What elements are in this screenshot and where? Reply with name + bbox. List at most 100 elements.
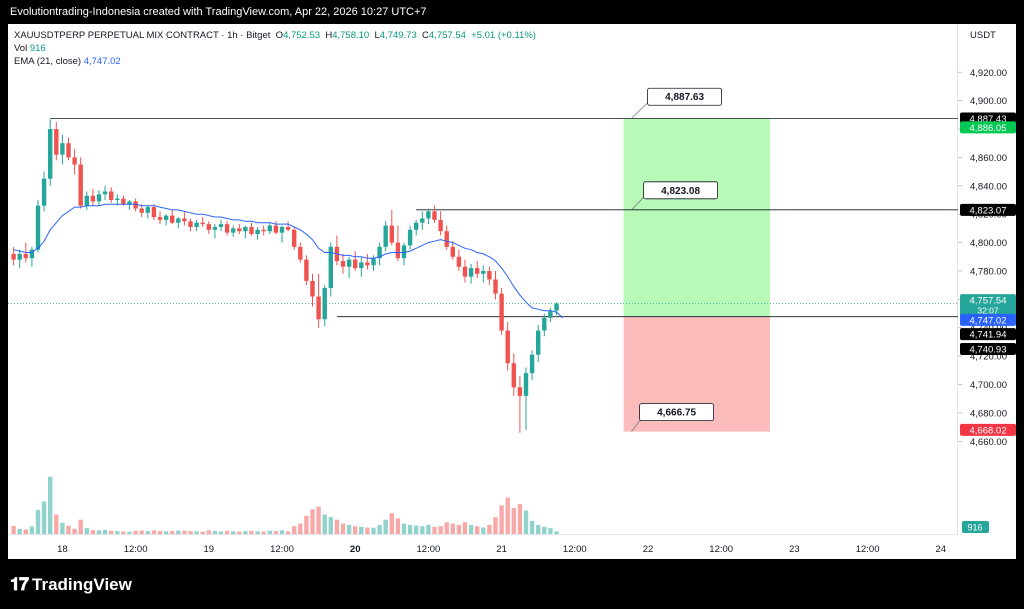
target-price-label-box[interactable] [647, 87, 722, 106]
candle[interactable] [90, 195, 96, 202]
candle[interactable] [285, 226, 291, 230]
candle[interactable] [359, 262, 364, 269]
candle[interactable] [487, 270, 492, 280]
ema-label[interactable]: EMA (21, close) [14, 56, 82, 67]
candle[interactable] [237, 228, 242, 232]
candle[interactable] [41, 178, 47, 206]
volume-tag[interactable] [962, 521, 989, 533]
candle[interactable] [353, 259, 358, 269]
candle[interactable] [66, 143, 71, 158]
candle[interactable] [224, 224, 230, 233]
candle[interactable] [371, 258, 376, 266]
candle[interactable] [517, 387, 523, 396]
candle[interactable] [54, 129, 59, 155]
axis-price-tag[interactable] [960, 294, 1016, 317]
candle[interactable] [17, 253, 22, 260]
candle[interactable] [115, 198, 120, 200]
candle[interactable] [96, 194, 102, 202]
candle[interactable] [151, 207, 157, 218]
axis-price-tag[interactable] [960, 203, 1016, 216]
candle[interactable] [145, 207, 150, 213]
candle[interactable] [407, 229, 413, 246]
candle[interactable] [420, 218, 425, 223]
candle[interactable] [450, 246, 455, 257]
candle[interactable] [249, 226, 254, 235]
candle[interactable] [243, 226, 248, 232]
candle[interactable] [267, 225, 272, 232]
candle[interactable] [395, 242, 401, 259]
candle[interactable] [456, 256, 462, 267]
candle[interactable] [468, 268, 474, 277]
candle[interactable] [328, 246, 333, 288]
candle[interactable] [292, 229, 297, 247]
candle[interactable] [84, 195, 89, 206]
candle[interactable] [176, 218, 181, 223]
axis-price-tag[interactable] [960, 423, 1016, 436]
candle[interactable] [127, 201, 132, 205]
candle[interactable] [273, 225, 279, 233]
candle[interactable] [542, 317, 547, 331]
candle[interactable] [432, 211, 437, 220]
candle[interactable] [194, 222, 199, 227]
candle[interactable] [316, 296, 321, 320]
candle[interactable] [109, 191, 114, 200]
candle[interactable] [279, 226, 285, 233]
candle[interactable] [554, 303, 559, 311]
candle[interactable] [548, 310, 553, 318]
candle[interactable] [523, 373, 529, 396]
axis-price-tag[interactable] [960, 121, 1016, 134]
candle[interactable] [170, 215, 175, 223]
candle[interactable] [493, 279, 498, 294]
axis-price-tag[interactable] [960, 343, 1016, 356]
candle[interactable] [310, 280, 315, 297]
stop-price-label-box[interactable] [639, 403, 714, 422]
candle[interactable] [157, 217, 163, 220]
candle[interactable] [218, 224, 224, 227]
candle[interactable] [346, 259, 352, 267]
candle[interactable] [322, 288, 327, 320]
ema-line[interactable] [13, 203, 563, 319]
candle[interactable] [102, 191, 108, 195]
candle[interactable] [298, 246, 303, 260]
candle[interactable] [206, 224, 211, 230]
candle[interactable] [377, 246, 382, 259]
candle[interactable] [462, 266, 468, 277]
candle[interactable] [212, 226, 218, 230]
candle[interactable] [163, 215, 169, 220]
axis-price-tag[interactable] [960, 313, 1016, 326]
candle[interactable] [11, 253, 16, 260]
candle[interactable] [60, 143, 65, 155]
candle[interactable] [188, 221, 193, 227]
candle[interactable] [438, 219, 443, 232]
candle[interactable] [72, 157, 77, 165]
candle[interactable] [133, 201, 138, 209]
plot-area[interactable] [8, 24, 958, 535]
candle[interactable] [475, 268, 480, 274]
candle[interactable] [182, 218, 187, 222]
volume-label[interactable]: Vol [14, 43, 28, 54]
candle[interactable] [426, 211, 431, 219]
axis-price-tag[interactable] [960, 328, 1016, 341]
candle[interactable] [444, 231, 449, 247]
candle[interactable] [529, 354, 535, 374]
candle[interactable] [255, 229, 260, 235]
candle[interactable] [304, 259, 309, 281]
candle[interactable] [383, 225, 388, 247]
candle[interactable] [389, 225, 394, 243]
candle[interactable] [231, 228, 236, 233]
candle[interactable] [401, 245, 407, 259]
candle[interactable] [499, 293, 504, 331]
price-chart[interactable]: 4,887.63 4,823.08 4,666.75 4,660.00 4,680.00… [8, 24, 1016, 559]
candle[interactable] [200, 222, 205, 225]
candle[interactable] [365, 262, 370, 266]
candle[interactable] [23, 253, 28, 259]
symbol-label[interactable]: XAUUSDTPERP PERPETUAL MIX CONTRACT · 1h … [14, 30, 271, 41]
mid-price-label-box[interactable] [643, 181, 718, 200]
candle[interactable] [121, 198, 126, 205]
currency-label[interactable]: USDT [970, 30, 996, 41]
candle[interactable] [29, 249, 35, 259]
candle[interactable] [35, 205, 41, 250]
candle[interactable] [261, 229, 266, 232]
candle[interactable] [340, 261, 346, 267]
profit-zone[interactable] [623, 118, 770, 317]
